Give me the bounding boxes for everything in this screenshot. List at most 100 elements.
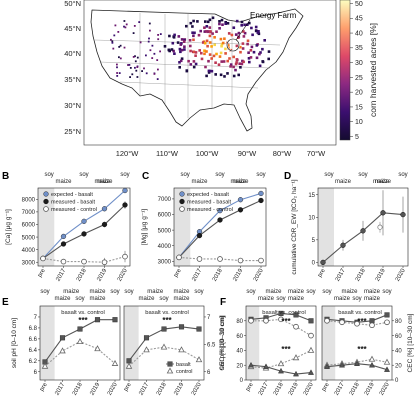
heat-cell [118,72,121,74]
crop-label: maize [63,289,80,295]
crop-label: maize [258,296,275,302]
heat-cell [119,57,122,60]
heat-cell [210,45,213,48]
heat-cell [114,24,117,27]
heat-cell [218,27,221,30]
crop-label: soy [382,289,391,295]
heat-cell [263,39,266,42]
heat-cell [235,61,238,64]
lon-label: 70°W [307,149,326,158]
heat-cell [134,55,136,58]
crop-label: soy [75,296,84,302]
y-tick-label: 10 [308,216,315,222]
crop-label: soy [306,289,315,295]
heat-cell [208,41,212,44]
data-point [369,322,375,329]
crop-label: maize [265,289,282,295]
heat-cell [235,19,239,23]
x-tick-label: 2018 [76,267,88,282]
data-point [278,310,284,316]
legend-marker [43,191,49,197]
significance-mark: *** [281,317,291,326]
heat-cell [232,74,236,78]
crop-label: soy [358,172,367,178]
data-point [217,256,223,262]
crop-label: maize [173,296,190,302]
data-point [178,346,185,353]
series-line [326,358,388,366]
crop-label: soy [324,172,333,178]
colorbar-tick-label: 30 [355,60,363,67]
y-tick-label: 0 [312,261,316,267]
legend-label: measured - control [51,207,97,213]
data-point [247,361,255,368]
energy-farm-marker-outline [226,38,240,52]
heat-cell [254,25,258,29]
heat-cell [211,32,214,35]
crop-label: maize [230,179,247,185]
heat-cell [178,66,181,69]
x-tick-label: pre [173,267,183,278]
data-point [41,362,49,369]
heat-cell [241,47,245,50]
heat-cell [157,38,160,41]
data-point [263,317,269,324]
heat-cell [179,50,182,54]
heat-cell [136,56,139,59]
x-tick-label: 2017 [138,381,150,396]
heat-cell [156,59,159,61]
lon-label: 90°W [238,149,257,158]
heat-cell [205,39,209,43]
heat-cell [208,34,212,38]
heat-cell [230,33,234,37]
heat-cell [136,66,139,68]
heat-cell [167,48,171,52]
heat-cell [196,20,199,23]
data-point [277,367,285,374]
chart-panel-d: 0 5 10 15 cumulative CDR_EW [tCO₂ ha⁻¹] pre 20… [291,172,409,283]
x-tick-label: 2020 [107,381,119,396]
panel-letter-d: D [284,171,291,182]
heat-cell [248,21,251,25]
crop-label: soy [246,289,255,295]
crop-label: maize [89,296,106,302]
heat-cell [227,32,231,35]
heat-cell [145,72,148,75]
heat-cell [153,73,156,75]
heat-cell [113,34,116,37]
heat-cell [206,20,210,24]
heat-cell [215,52,218,56]
lat-label: 25°N [64,127,81,136]
heat-cell [136,76,139,78]
crop-label: soy [180,172,189,178]
pre-treatment-band [322,306,336,380]
x-tick-label: 2018 [72,381,84,396]
legend-marker [179,198,185,205]
data-point [176,254,182,261]
heat-cell [131,73,134,76]
data-point [81,218,87,224]
data-point [59,347,66,354]
crop-label: soy [120,172,129,178]
heat-cell [189,63,193,66]
y-tick-label: 6 [34,370,38,376]
heat-cell [197,33,201,37]
y-tick-label: 5000 [158,228,172,234]
data-point [292,370,300,377]
x-tick-label: pre [321,381,331,392]
heat-cell [249,56,253,59]
colorbar [339,0,351,141]
y-tick-label: 6000 [158,213,172,219]
data-point [143,346,150,353]
pre-treatment-band [40,306,55,380]
x-tick-label: 2020 [303,381,315,396]
data-point [308,318,314,324]
heat-cell [207,71,211,74]
heat-cell [147,40,150,43]
pre-treatment-band [246,306,260,380]
legend-marker [166,367,174,374]
crop-label: soy [159,296,168,302]
heat-cell [239,66,242,69]
heat-cell [134,66,136,69]
